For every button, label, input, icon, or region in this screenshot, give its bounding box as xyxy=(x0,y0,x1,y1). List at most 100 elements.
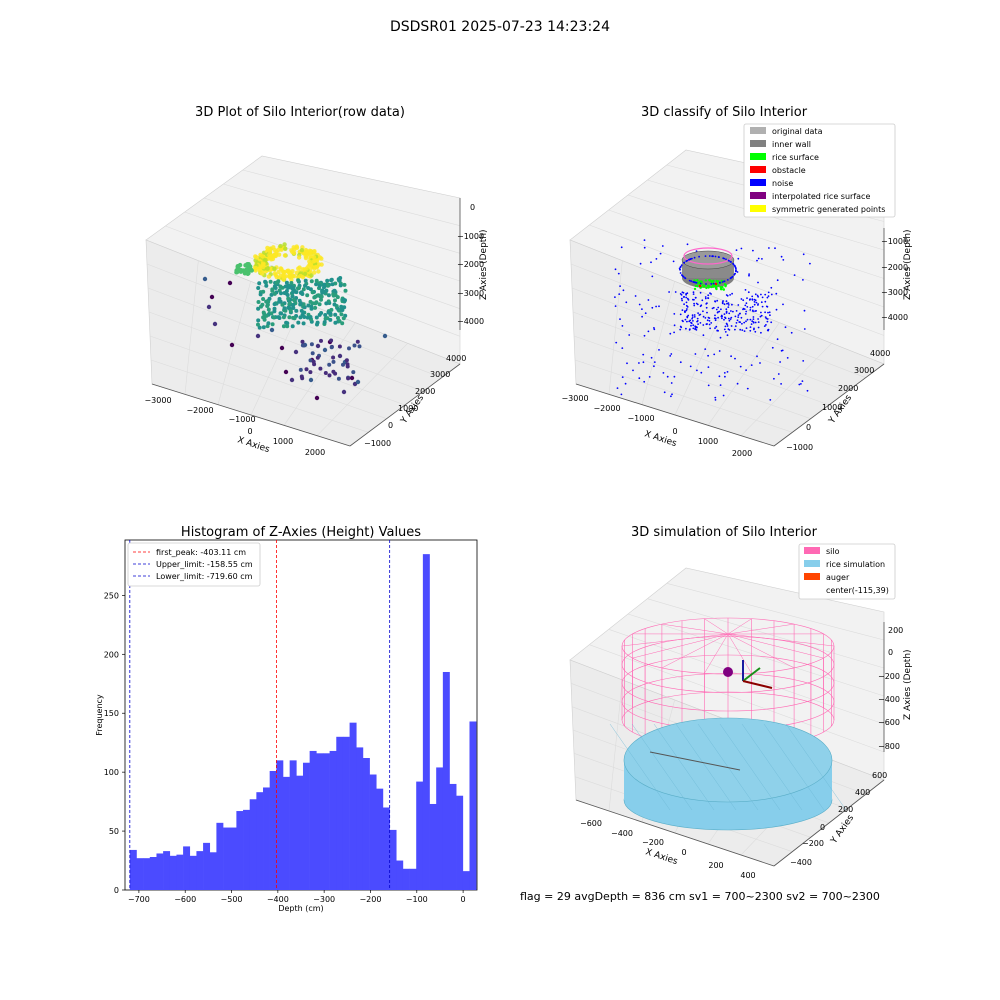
rice-mesh-line xyxy=(609,723,671,811)
noise-point xyxy=(692,281,694,283)
noise-point xyxy=(767,291,770,294)
noise-point xyxy=(726,334,729,337)
sim-ytick: 200 xyxy=(838,805,853,814)
noise-point xyxy=(685,293,687,296)
noise-point xyxy=(679,293,682,295)
raw-point xyxy=(272,302,277,307)
noise-point xyxy=(761,296,764,299)
noise-point xyxy=(738,321,741,323)
noise-point xyxy=(723,303,726,306)
noise-point xyxy=(693,314,696,316)
raw-xtick: 1000 xyxy=(273,437,293,446)
raw-point xyxy=(303,249,309,255)
legend-swatch xyxy=(750,192,766,199)
classify-ztick: −1000 xyxy=(881,237,908,246)
raw-point xyxy=(296,255,302,260)
noise-point xyxy=(625,301,628,304)
raw-point xyxy=(253,265,259,271)
noise-point xyxy=(655,258,658,260)
noise-point xyxy=(764,300,767,303)
rice-mesh-line xyxy=(741,723,803,811)
noise-point xyxy=(786,357,789,359)
noise-point xyxy=(661,245,664,247)
noise-point xyxy=(711,307,714,310)
noise-point xyxy=(760,331,762,334)
noise-point xyxy=(757,304,759,306)
classify-ytick: 4000 xyxy=(870,349,890,358)
raw-point xyxy=(290,324,295,329)
raw-point xyxy=(263,279,268,284)
noise-point xyxy=(704,297,707,300)
raw-point xyxy=(323,313,328,317)
hist-bar xyxy=(156,853,164,890)
noise-point xyxy=(719,281,721,284)
raw-point xyxy=(282,306,287,311)
noise-point xyxy=(653,365,655,368)
noise-point xyxy=(700,304,703,307)
classify-xtick: 0 xyxy=(672,427,677,436)
noise-point xyxy=(735,270,737,273)
raw-point xyxy=(307,248,312,253)
gridline xyxy=(589,224,885,336)
noise-point xyxy=(736,319,739,322)
noise-point xyxy=(687,299,690,301)
hist-bar xyxy=(243,809,250,890)
noise-point xyxy=(721,281,724,283)
noise-point xyxy=(708,255,711,257)
legend-swatch xyxy=(804,547,820,554)
obstacle-point xyxy=(698,284,702,288)
rice-mesh-line xyxy=(763,723,825,811)
gridline xyxy=(223,183,461,254)
noise-point xyxy=(692,327,695,330)
hist-bar xyxy=(143,858,151,890)
raw-point xyxy=(301,343,306,348)
sim-xtick: −200 xyxy=(642,838,664,847)
noise-point xyxy=(728,329,731,331)
noise-point xyxy=(726,371,729,373)
raw-point xyxy=(312,250,317,255)
noise-point xyxy=(763,325,766,327)
raw-point xyxy=(281,324,286,329)
hist-bar xyxy=(236,811,244,890)
raw-point xyxy=(308,370,313,375)
raw-point xyxy=(319,338,323,343)
noise-point xyxy=(643,380,646,383)
noise-point xyxy=(690,280,693,283)
noise-point xyxy=(673,324,676,327)
noise-point xyxy=(737,304,740,306)
noise-point xyxy=(769,399,772,401)
noise-point xyxy=(744,304,747,307)
noise-point xyxy=(767,295,770,297)
noise-point xyxy=(641,315,643,318)
noise-point xyxy=(770,286,773,289)
gridline xyxy=(740,343,832,436)
noise-point xyxy=(709,327,711,330)
classify-point-cloud xyxy=(614,239,811,401)
noise-point xyxy=(697,312,699,314)
noise-point xyxy=(764,293,767,296)
raw-point xyxy=(318,366,323,371)
noise-point xyxy=(706,302,708,305)
noise-point xyxy=(666,375,669,378)
noise-point xyxy=(685,260,688,263)
hist-bar xyxy=(429,803,437,890)
raw-point xyxy=(265,245,270,251)
raw-point xyxy=(322,347,328,353)
raw-point xyxy=(357,344,362,349)
sim-x-ticks: −600 −400 −200 0 200 400 xyxy=(580,819,756,880)
raw-point xyxy=(238,267,243,272)
noise-point xyxy=(673,313,676,315)
raw-point xyxy=(323,316,328,321)
noise-point xyxy=(704,348,707,350)
raw-point xyxy=(279,345,285,351)
hist-bar xyxy=(296,775,304,890)
raw-point xyxy=(305,293,310,298)
raw-point xyxy=(269,292,274,297)
noise-point xyxy=(727,317,730,320)
sim-z-ticks: 200 0 −200 −400 −600 −800 xyxy=(878,626,903,751)
legend-swatch xyxy=(804,560,820,567)
noise-point xyxy=(780,255,783,258)
silo-cap-wire xyxy=(727,623,795,635)
sim-xtick: −600 xyxy=(580,819,602,828)
noise-point xyxy=(720,308,722,311)
